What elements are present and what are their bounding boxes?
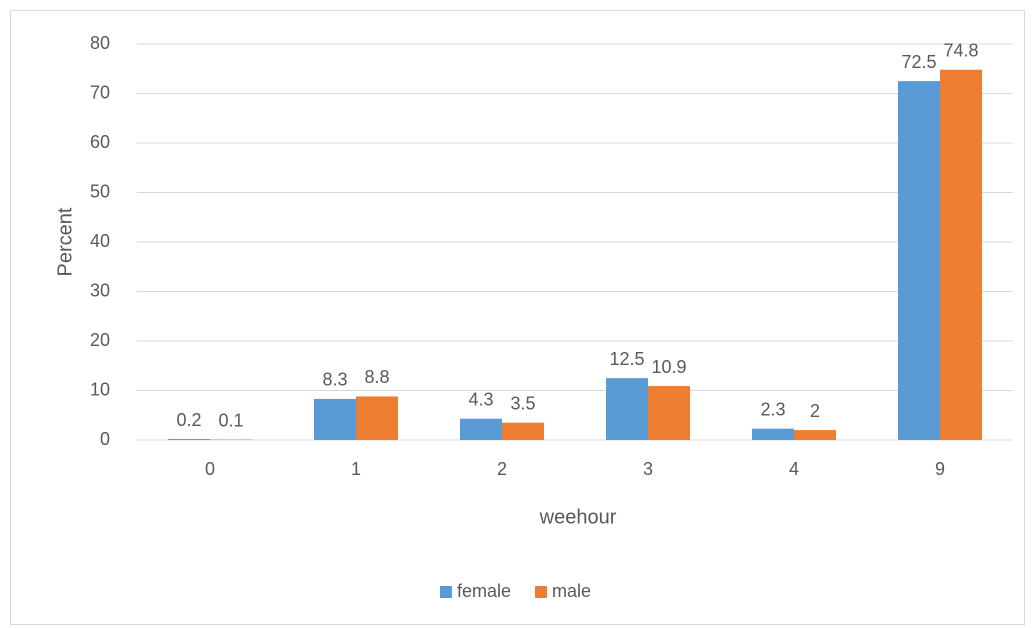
data-label: 4.3 bbox=[468, 389, 493, 409]
bar bbox=[898, 81, 940, 440]
bar bbox=[356, 396, 398, 440]
x-tick-label: 0 bbox=[205, 459, 215, 479]
data-label: 8.3 bbox=[322, 370, 347, 390]
data-label: 2 bbox=[810, 401, 820, 421]
y-tick-label: 0 bbox=[100, 429, 110, 449]
y-tick-label: 60 bbox=[90, 132, 110, 152]
x-axis-title: weehour bbox=[539, 506, 617, 528]
bar bbox=[460, 418, 502, 440]
bar bbox=[752, 428, 794, 440]
bar bbox=[606, 378, 648, 440]
bar bbox=[314, 398, 356, 440]
y-tick-label: 40 bbox=[90, 231, 110, 251]
bar bbox=[648, 386, 690, 440]
data-label: 2.3 bbox=[760, 399, 785, 419]
chart-border bbox=[10, 10, 1025, 625]
y-tick-label: 20 bbox=[90, 330, 110, 350]
bar bbox=[794, 430, 836, 440]
y-tick-label: 80 bbox=[90, 33, 110, 53]
data-label: 0.2 bbox=[176, 410, 201, 430]
data-label: 10.9 bbox=[651, 357, 686, 377]
y-tick-label: 70 bbox=[90, 82, 110, 102]
bar bbox=[502, 422, 544, 440]
x-tick-label: 9 bbox=[935, 459, 945, 479]
y-tick-label: 50 bbox=[90, 181, 110, 201]
data-label: 74.8 bbox=[943, 40, 978, 60]
y-tick-label: 30 bbox=[90, 280, 110, 300]
data-label: 0.1 bbox=[218, 410, 243, 430]
x-tick-label: 2 bbox=[497, 459, 507, 479]
x-tick-label: 1 bbox=[351, 459, 361, 479]
y-tick-label: 10 bbox=[90, 379, 110, 399]
x-tick-label: 3 bbox=[643, 459, 653, 479]
data-label: 12.5 bbox=[609, 349, 644, 369]
legend-label: male bbox=[552, 581, 591, 601]
legend-label: female bbox=[457, 581, 511, 601]
bar bbox=[940, 69, 982, 441]
legend-swatch bbox=[440, 586, 452, 598]
data-label: 3.5 bbox=[510, 393, 535, 413]
y-axis-title: Percent bbox=[54, 207, 76, 276]
x-tick-label: 4 bbox=[789, 459, 799, 479]
data-label: 8.8 bbox=[364, 367, 389, 387]
legend-swatch bbox=[535, 586, 548, 598]
data-label: 72.5 bbox=[901, 52, 936, 72]
bar bbox=[168, 439, 210, 440]
